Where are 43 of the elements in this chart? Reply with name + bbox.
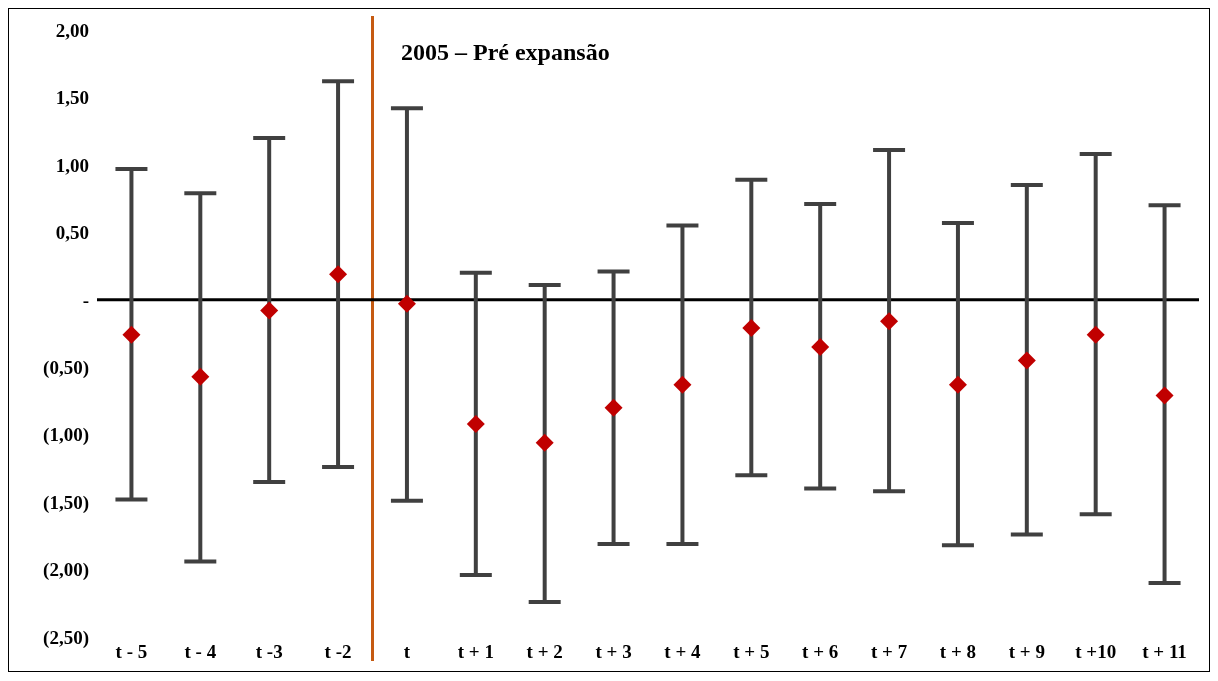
point: [1086, 325, 1105, 344]
point: [673, 375, 692, 394]
x-tick-label: t + 8: [939, 641, 977, 663]
x-tick-label: t + 2: [526, 641, 563, 663]
x-tick-label: t - 4: [184, 641, 217, 663]
y-tick-label: (2,00): [43, 559, 89, 582]
annotation: 2005 – Pré expansão: [401, 39, 610, 66]
x-tick-label: t + 7: [870, 641, 908, 663]
point: [191, 367, 210, 386]
y-tick-label: 2,00: [55, 19, 89, 41]
x-tick-label: t + 9: [1008, 641, 1045, 663]
point: [466, 414, 485, 433]
point: [397, 294, 416, 313]
y-tick-label: 0,50: [55, 222, 89, 244]
y-tick-label: 1,50: [55, 87, 89, 109]
x-tick-label: t + 4: [664, 641, 702, 663]
x-tick-label: t + 11: [1142, 641, 1187, 663]
point: [1017, 351, 1036, 370]
x-tick-label: t +10: [1075, 641, 1117, 663]
point: [535, 433, 554, 452]
y-tick-label: 1,00: [55, 154, 89, 176]
point: [811, 337, 830, 356]
point: [880, 312, 899, 331]
y-tick-label: (0,50): [43, 356, 89, 379]
x-tick-label: t + 6: [802, 641, 839, 663]
x-tick-label: t + 3: [595, 641, 632, 663]
point: [122, 325, 141, 344]
y-tick-label: (1,00): [43, 424, 89, 447]
y-tick-label: (2,50): [43, 626, 89, 649]
x-tick-label: t: [403, 641, 411, 663]
x-tick-label: t + 1: [457, 641, 494, 663]
y-tick-label: (1,50): [43, 491, 89, 514]
point: [604, 398, 623, 417]
x-tick-label: t -3: [255, 641, 283, 663]
x-tick-label: t -2: [324, 641, 352, 663]
x-tick-label: t + 5: [733, 641, 770, 663]
point: [329, 265, 348, 284]
point: [742, 319, 761, 338]
point: [260, 301, 279, 320]
x-tick-label: t - 5: [115, 641, 148, 663]
y-tick-label: -: [82, 289, 89, 311]
point: [948, 375, 967, 394]
point: [1155, 386, 1174, 405]
